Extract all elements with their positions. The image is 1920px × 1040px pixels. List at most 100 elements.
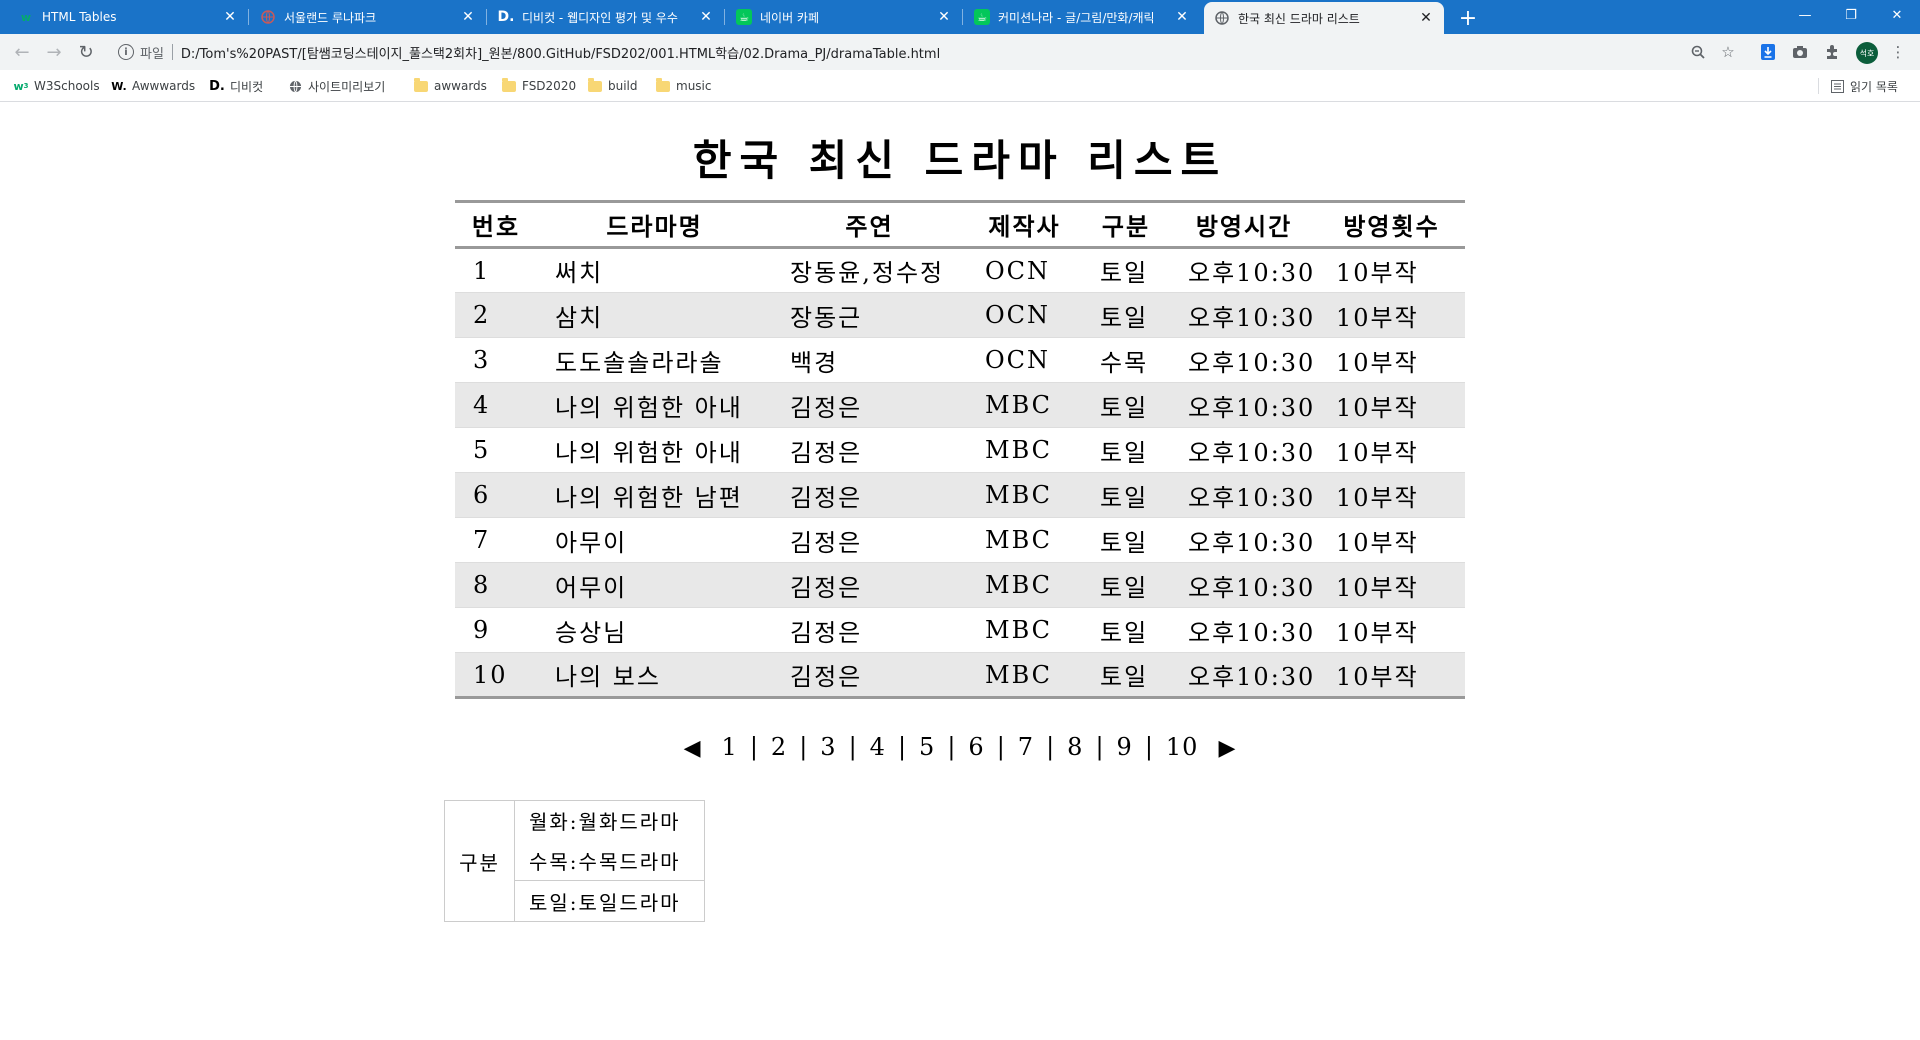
bookmark-awwwards[interactable]: W. Awwwards xyxy=(111,77,195,95)
tab-drama-list[interactable]: 한국 최신 드라마 리스트 ✕ xyxy=(1204,2,1444,34)
tab-separator xyxy=(962,9,963,25)
column-header: 번호 xyxy=(455,200,537,249)
close-window-button[interactable]: ✕ xyxy=(1891,7,1903,23)
pagination: ◀ 1 | 2 | 3 | 4 | 5 | 6 | 7 | 8 | 9 | 10 ▶ xyxy=(0,733,1920,761)
reading-list-icon xyxy=(1830,79,1844,93)
page-content: 한국 최신 드라마 리스트 번호 드라마명 주연 제작사 구분 방영시간 방영횟… xyxy=(0,103,1920,1040)
table-cell: 오후10:30 xyxy=(1170,247,1318,293)
tab-label: 네이버 카페 xyxy=(760,10,820,25)
table-cell: 토일 xyxy=(1082,607,1170,653)
table-cell: 8 xyxy=(455,562,537,608)
back-button[interactable]: ← xyxy=(14,41,30,63)
close-icon[interactable]: ✕ xyxy=(1176,9,1188,25)
table-cell: 10부작 xyxy=(1318,427,1465,473)
table-cell: MBC xyxy=(967,382,1082,428)
page-link[interactable]: 9 xyxy=(1116,733,1133,761)
tab-seoulland[interactable]: 서울랜드 루나파크 ✕ xyxy=(250,0,486,34)
dbcut-icon: D. xyxy=(209,78,225,94)
prev-page-button[interactable]: ◀ xyxy=(683,736,702,761)
bookmark-folder-build[interactable]: build xyxy=(588,77,638,95)
page-separator: | xyxy=(1144,733,1154,761)
address-bar[interactable]: i 파일 D:/Tom's%20PAST/[탐쌤코딩스테이지_풀스택2회차]_원… xyxy=(110,37,1756,67)
globe-icon xyxy=(260,9,276,25)
table-cell: 2 xyxy=(455,292,537,338)
bookmark-folder-fsd2020[interactable]: FSD2020 xyxy=(502,77,576,95)
reading-list-button[interactable]: 읽기 목록 xyxy=(1830,77,1898,95)
profile-avatar[interactable]: 석호 xyxy=(1856,42,1878,64)
url-text: D:/Tom's%20PAST/[탐쌤코딩스테이지_풀스택2회차]_원본/800… xyxy=(180,46,941,62)
column-header: 구분 xyxy=(1082,200,1170,249)
tab-html-tables[interactable]: w HTML Tables ✕ xyxy=(8,0,248,34)
bookmark-label: build xyxy=(608,79,638,93)
download-icon[interactable] xyxy=(1758,42,1778,62)
extensions-icon[interactable] xyxy=(1822,42,1842,62)
awwwards-icon: W. xyxy=(111,79,127,93)
close-icon[interactable]: ✕ xyxy=(700,9,712,25)
column-header: 방영시간 xyxy=(1170,200,1318,249)
page-link[interactable]: 1 xyxy=(721,733,738,761)
bookmark-folder-music[interactable]: music xyxy=(656,77,711,95)
page-link[interactable]: 10 xyxy=(1165,733,1199,761)
table-header-row: 번호 드라마명 주연 제작사 구분 방영시간 방영횟수 xyxy=(455,200,1465,249)
table-row: 9 승상님 김정은 MBC 토일 오후10:30 10부작 xyxy=(455,607,1465,653)
tab-label: 한국 최신 드라마 리스트 xyxy=(1238,11,1360,26)
bookmark-dbcut[interactable]: D. 디비컷 xyxy=(209,77,263,95)
info-icon[interactable]: i xyxy=(118,44,134,60)
bookmark-folder-awwards[interactable]: awwards xyxy=(414,77,487,95)
browser-toolbar: ← → ↻ i 파일 D:/Tom's%20PAST/[탐쌤코딩스테이지_풀스택… xyxy=(0,34,1920,70)
page-link[interactable]: 6 xyxy=(968,733,985,761)
page-link[interactable]: 5 xyxy=(919,733,936,761)
tab-naver-cafe[interactable]: ☕ 네이버 카페 ✕ xyxy=(726,0,962,34)
page-link[interactable]: 4 xyxy=(869,733,886,761)
tab-label: HTML Tables xyxy=(42,10,117,24)
tab-strip: w HTML Tables ✕ 서울랜드 루나파크 ✕ D. 디비컷 - 웹디자… xyxy=(0,0,1920,34)
bookmark-label: music xyxy=(676,79,712,93)
w3schools-icon: w xyxy=(20,10,32,24)
table-cell: 토일 xyxy=(1082,472,1170,518)
table-row: 1 써치 장동윤,정수정 OCN 토일 오후10:30 10부작 xyxy=(455,247,1465,293)
table-cell: 1 xyxy=(455,247,537,293)
table-cell: 9 xyxy=(455,607,537,653)
tab-commission[interactable]: ☕ 커미션나라 - 글/그림/만화/캐릭 ✕ xyxy=(964,0,1200,34)
bookmark-site-preview[interactable]: 사이트미리보기 xyxy=(288,77,385,95)
tab-label: 서울랜드 루나파크 xyxy=(284,10,377,25)
table-cell: 토일 xyxy=(1082,382,1170,428)
table-cell: 오후10:30 xyxy=(1170,292,1318,338)
table-row: 3 도도솔솔라라솔 백경 OCN 수목 오후10:30 10부작 xyxy=(455,337,1465,383)
column-header: 드라마명 xyxy=(537,200,772,249)
page-link[interactable]: 2 xyxy=(770,733,788,761)
table-cell: MBC xyxy=(967,652,1082,699)
page-link[interactable]: 7 xyxy=(1017,733,1035,761)
bookmark-star-icon[interactable]: ☆ xyxy=(1721,43,1735,61)
tab-dbcut[interactable]: D. 디비컷 - 웹디자인 평가 및 우수 ✕ xyxy=(488,0,724,34)
bookmark-label: W3Schools xyxy=(34,79,100,93)
table-cell: 나의 위험한 아내 xyxy=(537,427,772,473)
minimize-button[interactable]: — xyxy=(1798,7,1812,23)
address-divider xyxy=(171,44,173,60)
close-icon[interactable]: ✕ xyxy=(462,9,474,25)
new-tab-button[interactable]: + xyxy=(1458,5,1478,31)
tab-separator xyxy=(248,9,249,25)
page-link[interactable]: 8 xyxy=(1067,733,1084,761)
restore-button[interactable]: ❐ xyxy=(1845,7,1857,23)
reload-button[interactable]: ↻ xyxy=(78,41,94,63)
folder-icon xyxy=(656,77,670,93)
menu-kebab-icon[interactable]: ⋮ xyxy=(1890,43,1906,61)
next-page-button[interactable]: ▶ xyxy=(1218,736,1237,761)
page-link[interactable]: 3 xyxy=(820,733,837,761)
table-cell: 토일 xyxy=(1082,652,1170,699)
bookmark-label: FSD2020 xyxy=(522,79,577,93)
forward-button[interactable]: → xyxy=(46,41,62,63)
table-cell: 나의 위험한 아내 xyxy=(537,382,772,428)
table-cell: 수목 xyxy=(1082,337,1170,383)
close-icon[interactable]: ✕ xyxy=(1420,10,1432,26)
camera-icon[interactable] xyxy=(1790,42,1810,62)
zoom-icon[interactable] xyxy=(1688,42,1708,62)
table-cell: 어무이 xyxy=(537,562,772,608)
close-icon[interactable]: ✕ xyxy=(938,9,950,25)
table-cell: 오후10:30 xyxy=(1170,517,1318,563)
table-cell: 10부작 xyxy=(1318,517,1465,563)
close-icon[interactable]: ✕ xyxy=(224,9,236,25)
